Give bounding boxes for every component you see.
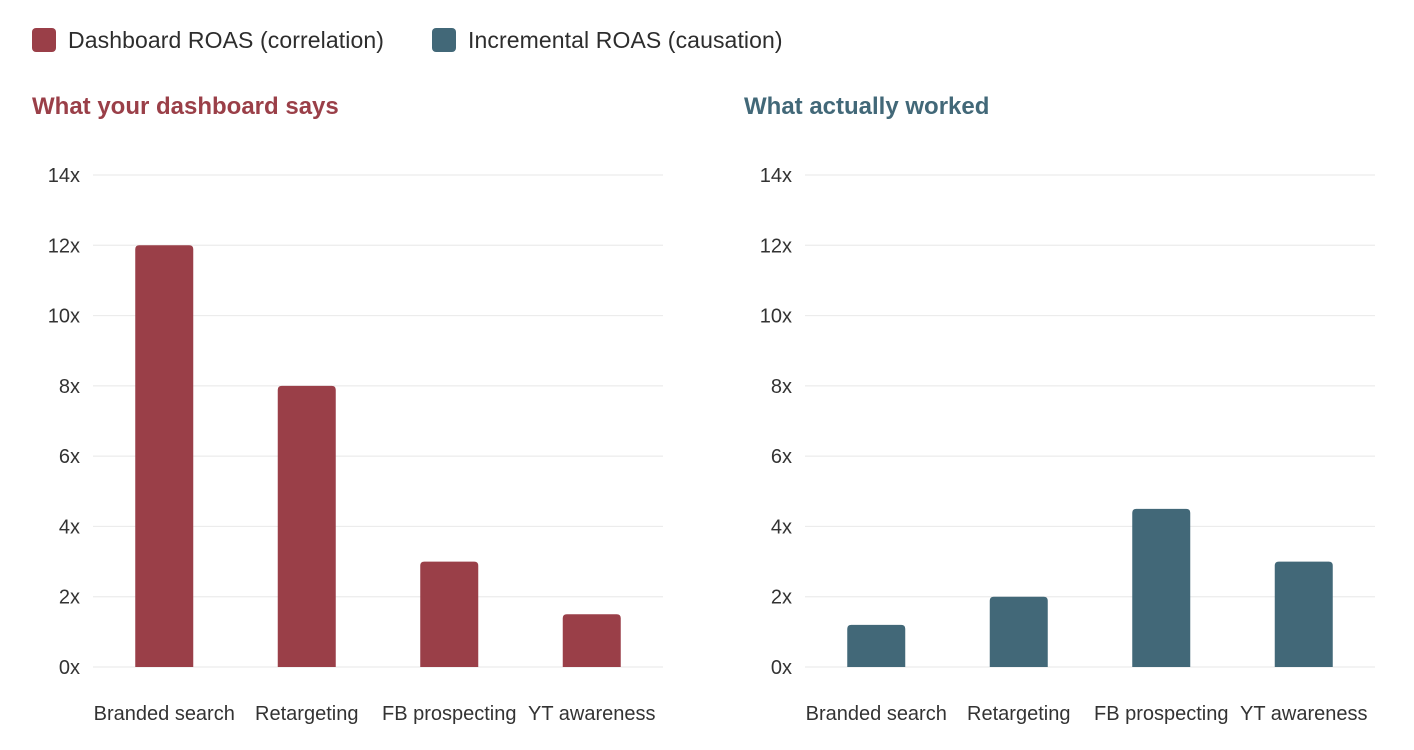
left-chart-bar: [135, 245, 194, 667]
legend-label-dashboard: Dashboard ROAS (correlation): [68, 26, 384, 53]
right-chart-y-tick-label: 2x: [771, 587, 792, 609]
right-chart-x-category-label: Retargeting: [967, 703, 1070, 725]
legend-swatch-dashboard: [32, 28, 56, 52]
left-chart-y-tick-label: 2x: [59, 587, 80, 609]
right-chart-y-tick-label: 6x: [771, 446, 792, 468]
legend-item-dashboard-roas: Dashboard ROAS (correlation): [32, 27, 384, 54]
legend-label-incremental: Incremental ROAS (causation): [467, 26, 783, 53]
right-chart-bar: [1274, 561, 1333, 667]
right-chart-x-category-label: FB prospecting: [1094, 703, 1229, 725]
left-chart-x-category-label: FB prospecting: [382, 703, 517, 725]
chart-legend: Dashboard ROAS (correlation) Incremental…: [32, 22, 831, 58]
legend-item-incremental-roas: Incremental ROAS (causation): [431, 26, 783, 54]
left-chart-bar: [420, 561, 479, 667]
left-chart-y-tick-label: 10x: [48, 306, 80, 328]
right-chart-y-tick-label: 4x: [771, 516, 792, 538]
left-chart-y-tick-label: 8x: [59, 376, 80, 398]
left-bar-chart: 0x 2x 4x 6x 8x 10x 12x 14x Branded search Retarge…: [48, 165, 663, 725]
left-chart-x-category-label: Branded search: [94, 703, 235, 725]
left-chart-bar: [277, 385, 336, 667]
right-chart-bar: [1132, 508, 1191, 667]
left-chart-y-tick-label: 14x: [48, 165, 80, 187]
left-chart-x-category-label: Retargeting: [255, 703, 358, 725]
right-chart-title: What actually worked: [744, 93, 990, 120]
left-chart-y-tick-label: 0x: [59, 657, 80, 679]
left-chart-y-tick-label: 4x: [59, 516, 80, 538]
right-bar-chart: 0x 2x 4x 6x 8x 10x 12x 14x Branded search Retarge…: [760, 165, 1375, 725]
left-chart-y-tick-label: 12x: [48, 235, 80, 257]
right-chart-bar: [989, 596, 1048, 667]
right-chart-y-tick-label: 0x: [771, 657, 792, 679]
right-chart-bar: [847, 624, 906, 667]
right-chart-y-tick-label: 14x: [760, 165, 792, 187]
right-chart-y-tick-label: 12x: [760, 235, 792, 257]
left-chart-x-category-label: YT awareness: [528, 703, 655, 725]
right-chart-x-category-label: Branded search: [806, 703, 947, 725]
right-chart-x-category-label: YT awareness: [1240, 703, 1367, 725]
left-chart-y-tick-label: 6x: [59, 446, 80, 468]
right-chart-y-tick-label: 8x: [771, 376, 792, 398]
legend-swatch-incremental: [431, 28, 456, 52]
right-chart-y-tick-label: 10x: [760, 306, 792, 328]
left-chart-bar: [562, 614, 621, 667]
left-chart-title: What your dashboard says: [32, 93, 339, 120]
